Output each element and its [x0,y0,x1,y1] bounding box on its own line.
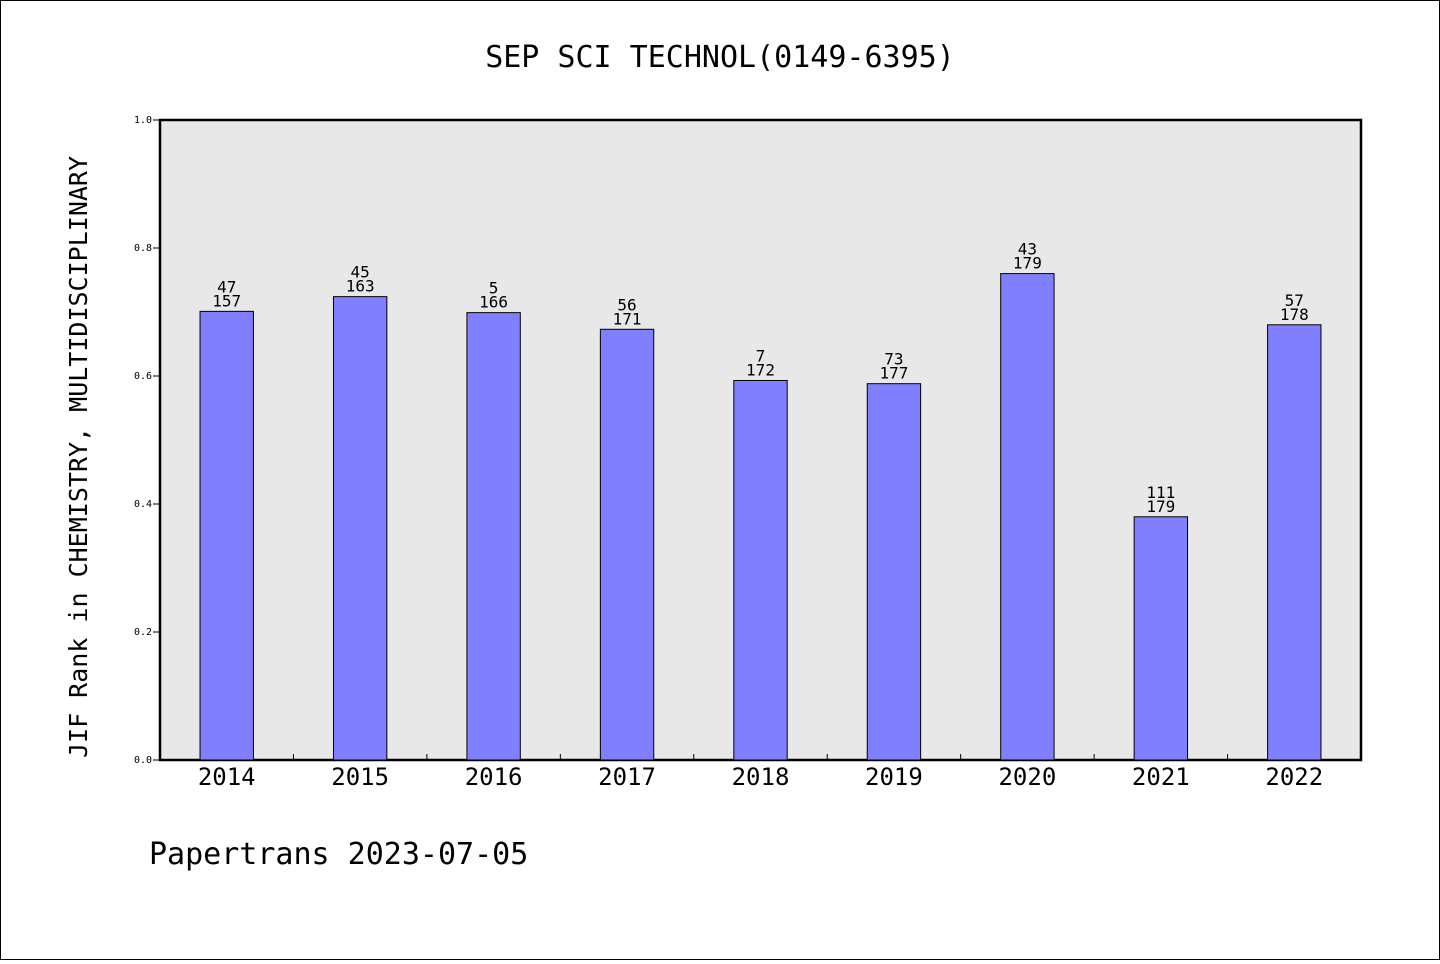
bar-rank-label: 47 [217,277,236,296]
bar-rank-label: 111 [1146,483,1175,502]
bar-rank-label: 43 [1018,240,1037,259]
x-tick-label: 2018 [732,763,790,791]
bar-total-label: 179 [1013,254,1042,273]
y-tick-label: 0.2 [134,627,152,638]
bar-rank-label: 73 [884,350,903,369]
bar-rank-label: 56 [617,295,636,314]
bar-total-label: 157 [212,291,241,310]
bar-total-label: 178 [1280,305,1309,324]
bar-2015 [332,296,388,761]
y-tick-label: 1.0 [134,115,152,126]
x-tick-label: 2021 [1132,763,1190,791]
x-tick-label: 2016 [465,763,523,791]
bar-rank-label: 7 [756,346,766,365]
x-tick-label: 2015 [331,763,389,791]
y-tick-label: 0.4 [134,499,152,510]
bar-rank-label: 57 [1285,291,1304,310]
bar-2018 [733,379,788,761]
x-tick-label: 2022 [1265,763,1323,791]
y-tick-label: 0.0 [134,755,152,766]
bar-total-label: 166 [479,293,508,312]
y-axis-ticks: 0.0 0.2 0.4 0.6 0.8 1.0 [134,115,160,766]
y-tick-label: 0.6 [134,371,152,382]
bar-2021 [1133,516,1189,761]
x-tick-label: 2017 [598,763,656,791]
bar-total-label: 177 [879,364,908,383]
y-axis-label: JIF Rank in CHEMISTRY, MULTIDISCIPLINARY [64,156,93,758]
chart-title: SEP SCI TECHNOL(0149-6395) [485,40,955,75]
bars [199,273,1322,761]
x-axis-ticks: 2014 2015 2016 2017 2018 2019 2020 2021 2022 [198,754,1323,791]
bar-total-label: 171 [613,309,642,328]
y-tick-label: 0.8 [134,243,152,254]
bar-2016 [466,312,521,761]
bar-rank-label: 45 [351,263,370,282]
bar-2019 [866,383,922,761]
bar-2022 [1267,324,1322,761]
bar-total-label: 163 [346,277,375,296]
bar-2020 [1000,273,1055,761]
x-tick-label: 2014 [198,763,256,791]
x-tick-label: 2019 [865,763,923,791]
footer-credit: Papertrans 2023-07-05 [149,837,528,872]
bar-2017 [599,328,655,761]
bar-total-label: 179 [1146,497,1175,516]
bar-rank-label: 5 [489,279,499,298]
x-tick-label: 2020 [998,763,1056,791]
bar-2014 [199,310,254,761]
bar-total-label: 172 [746,360,775,379]
